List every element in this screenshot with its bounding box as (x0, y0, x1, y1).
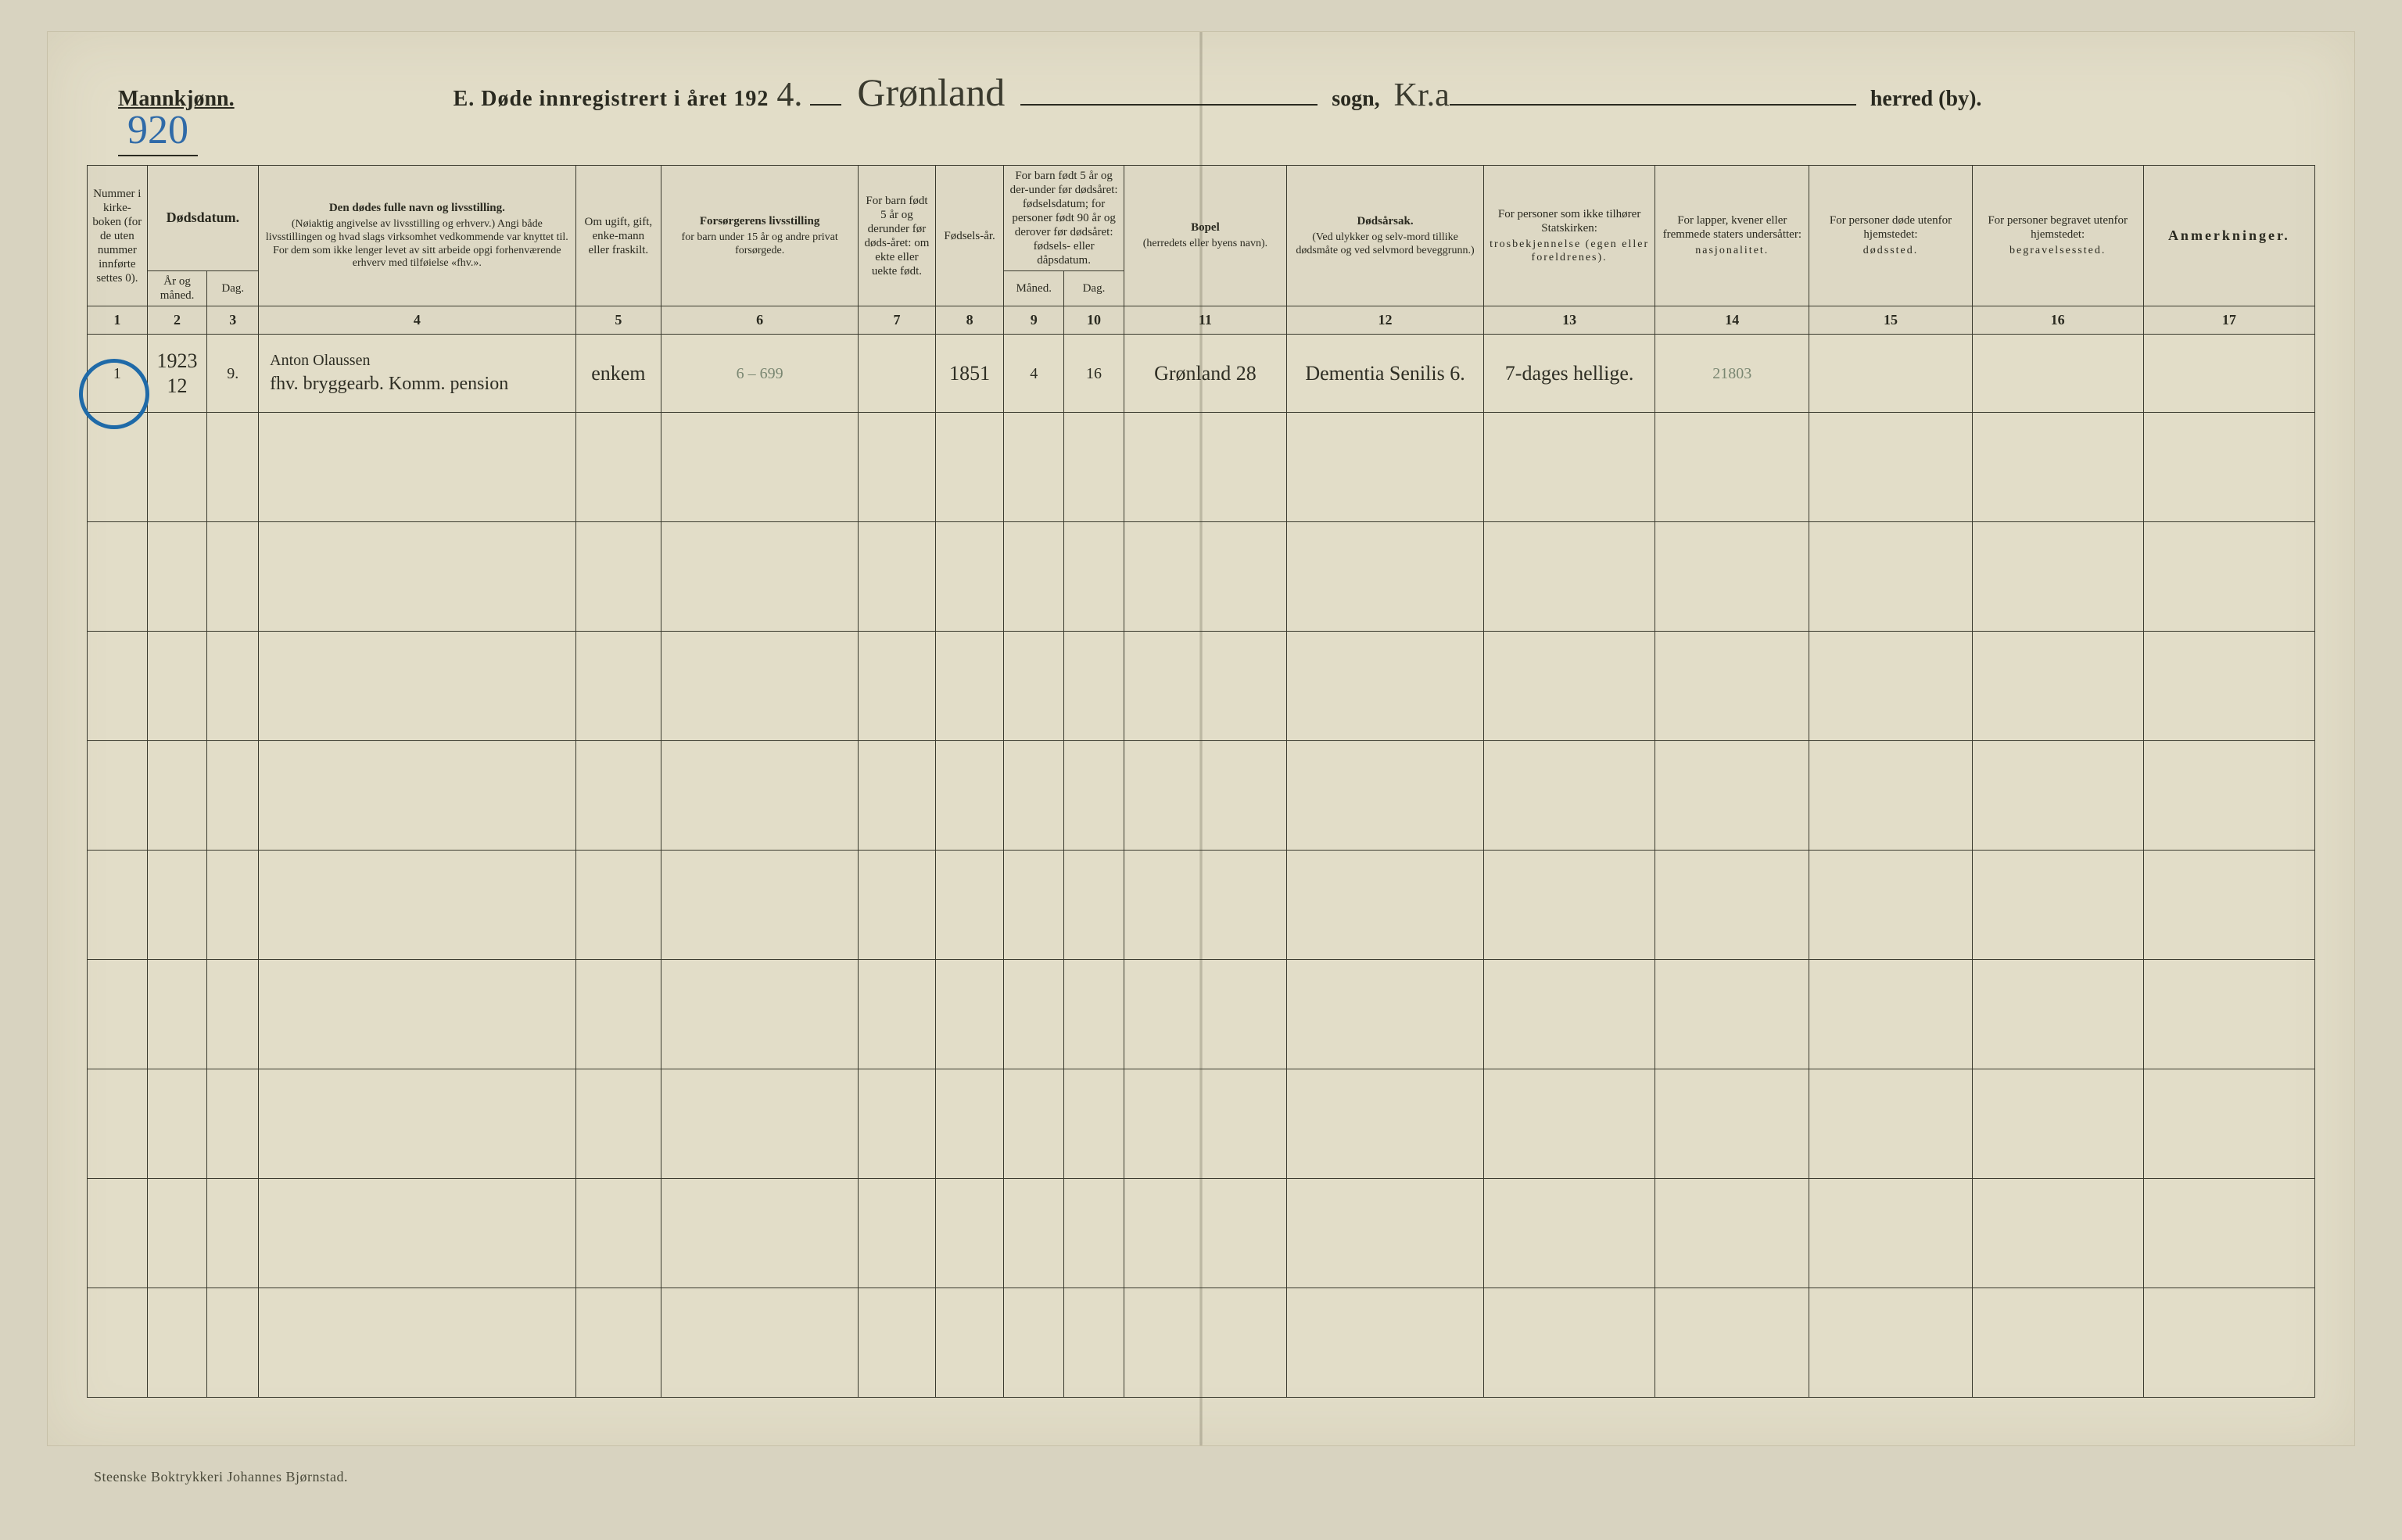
page-number: 920 (118, 107, 198, 156)
cell-birth-month: 4 (1004, 335, 1064, 413)
colnum: 16 (1972, 306, 2143, 335)
col-header-4: Den dødes fulle navn og livsstilling. (N… (259, 166, 575, 306)
col-header-7: For barn født 5 år og derunder før døds-… (859, 166, 936, 306)
colnum: 3 (207, 306, 259, 335)
cell-16 (1972, 335, 2143, 413)
col-header-2-3: Dødsdatum. (147, 166, 258, 271)
colnum: 14 (1655, 306, 1809, 335)
table-body: 1 1923 12 9. Anton Olaussen fhv. bryggea… (88, 335, 2315, 1398)
col-header-5: Om ugift, gift, enke-mann eller fraskilt… (575, 166, 661, 306)
colnum: 1 (88, 306, 148, 335)
cell-15 (1809, 335, 1972, 413)
col-header-15: For personer døde utenfor hjemstedet: dø… (1809, 166, 1972, 306)
table-row (88, 413, 2315, 522)
year-suffix: 4. (776, 74, 802, 114)
table-head: Nummer i kirke-boken (for de uten nummer… (88, 166, 2315, 335)
colnum: 15 (1809, 306, 1972, 335)
colnum: 12 (1287, 306, 1484, 335)
colnum: 5 (575, 306, 661, 335)
col-header-12: Dødsårsak. (Ved ulykker og selv-mord til… (1287, 166, 1484, 306)
table-row (88, 1069, 2315, 1179)
colnum: 10 (1064, 306, 1124, 335)
cell-year-month: 1923 12 (147, 335, 207, 413)
colnum: 8 (935, 306, 1004, 335)
colnum: 11 (1124, 306, 1286, 335)
col-header-2: År og måned. (147, 271, 207, 306)
colnum: 2 (147, 306, 207, 335)
colnum: 4 (259, 306, 575, 335)
cell-14: 21803 (1655, 335, 1809, 413)
colnum: 13 (1484, 306, 1655, 335)
colnum: 7 (859, 306, 936, 335)
col-header-14: For lapper, kvener eller fremmede stater… (1655, 166, 1809, 306)
column-number-row: 1 2 3 4 5 6 7 8 9 10 11 12 13 14 15 16 1… (88, 306, 2315, 335)
ledger-page: Mannkjønn. E. Døde innregistrert i året … (47, 31, 2355, 1446)
cell-cause: Dementia Senilis 6. (1287, 335, 1484, 413)
page-header: Mannkjønn. E. Døde innregistrert i året … (118, 70, 2284, 115)
table-row (88, 741, 2315, 851)
table-row (88, 960, 2315, 1069)
cell-birth-year: 1851 (935, 335, 1004, 413)
herred-label: herred (by). (1870, 87, 1982, 112)
col-header-6: Forsørgerens livsstilling for barn under… (661, 166, 859, 306)
table-row (88, 1288, 2315, 1398)
cell-residence: Grønland 28 (1124, 335, 1286, 413)
colnum: 6 (661, 306, 859, 335)
ledger-table: Nummer i kirke-boken (for de uten nummer… (87, 165, 2315, 1398)
sogn-value: Kr.a (1394, 77, 1450, 114)
col-header-16: For personer begravet utenfor hjemstedet… (1972, 166, 2143, 306)
col-header-10: Dag. (1064, 271, 1124, 306)
cell-marital: enkem (575, 335, 661, 413)
col-header-9: Måned. (1004, 271, 1064, 306)
cell-provider: 6 – 699 (661, 335, 859, 413)
col-header-11: Bopel (herredets eller byens navn). (1124, 166, 1286, 306)
parish-name: Grønland (857, 70, 1005, 115)
table-row: 1 1923 12 9. Anton Olaussen fhv. bryggea… (88, 335, 2315, 413)
cell-7 (859, 335, 936, 413)
col-header-1: Nummer i kirke-boken (for de uten nummer… (88, 166, 148, 306)
sogn-label: sogn, (1332, 87, 1379, 112)
cell-birth-day: 16 (1064, 335, 1124, 413)
col-header-13: For personer som ikke tilhører Statskirk… (1484, 166, 1655, 306)
table-row (88, 1179, 2315, 1288)
table-row (88, 632, 2315, 741)
title-prefix: E. Døde innregistrert i året 192 (454, 87, 769, 112)
cell-17 (2143, 335, 2314, 413)
col-header-3: Dag. (207, 271, 259, 306)
cell-13: 7-dages hellige. (1484, 335, 1655, 413)
cell-name: Anton Olaussen fhv. bryggearb. Komm. pen… (259, 335, 575, 413)
col-header-8: Fødsels-år. (935, 166, 1004, 306)
colnum: 17 (2143, 306, 2314, 335)
table-row (88, 522, 2315, 632)
col-header-9-10: For barn født 5 år og der-under før døds… (1004, 166, 1124, 271)
colnum: 9 (1004, 306, 1064, 335)
cell-rowno: 1 (88, 335, 148, 413)
col-header-17: Anmerkninger. (2143, 166, 2314, 306)
printer-imprint: Steenske Boktrykkeri Johannes Bjørnstad. (94, 1469, 348, 1485)
cell-day: 9. (207, 335, 259, 413)
table-row (88, 851, 2315, 960)
